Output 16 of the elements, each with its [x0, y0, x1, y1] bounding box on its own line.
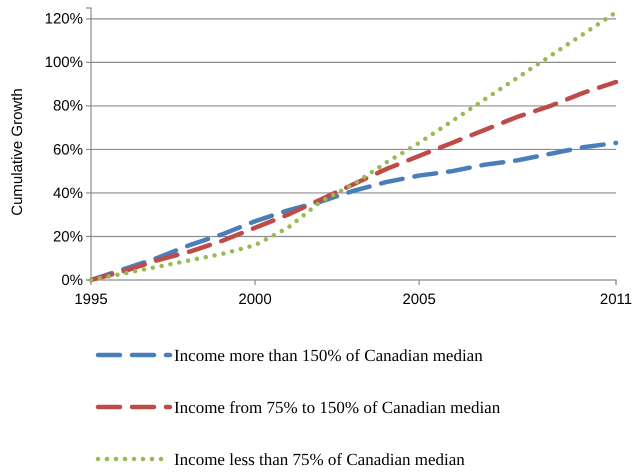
y-tick-label: 80%	[52, 98, 83, 115]
x-tick-label: 2005	[402, 290, 436, 308]
legend-label: Income from 75% to 150% of Canadian median	[174, 398, 501, 417]
y-tick-label: 120%	[44, 10, 83, 28]
y-tick-label: 20%	[52, 228, 83, 246]
x-tick-label: 2000	[238, 290, 272, 308]
y-tick-label: 60%	[52, 141, 83, 158]
y-tick-label: 0%	[61, 272, 83, 289]
x-tick-label: 2011	[600, 290, 632, 308]
x-tick-label: 1995	[74, 290, 108, 308]
y-tick-label: 100%	[44, 54, 83, 72]
legend-label: Income more than 150% of Canadian median	[174, 346, 484, 365]
legend-label: Income less than 75% of Canadian median	[174, 450, 466, 469]
y-tick-label: 40%	[52, 184, 83, 202]
y-axis-title: Cumulative Growth	[9, 88, 26, 216]
line-series	[88, 80, 618, 282]
